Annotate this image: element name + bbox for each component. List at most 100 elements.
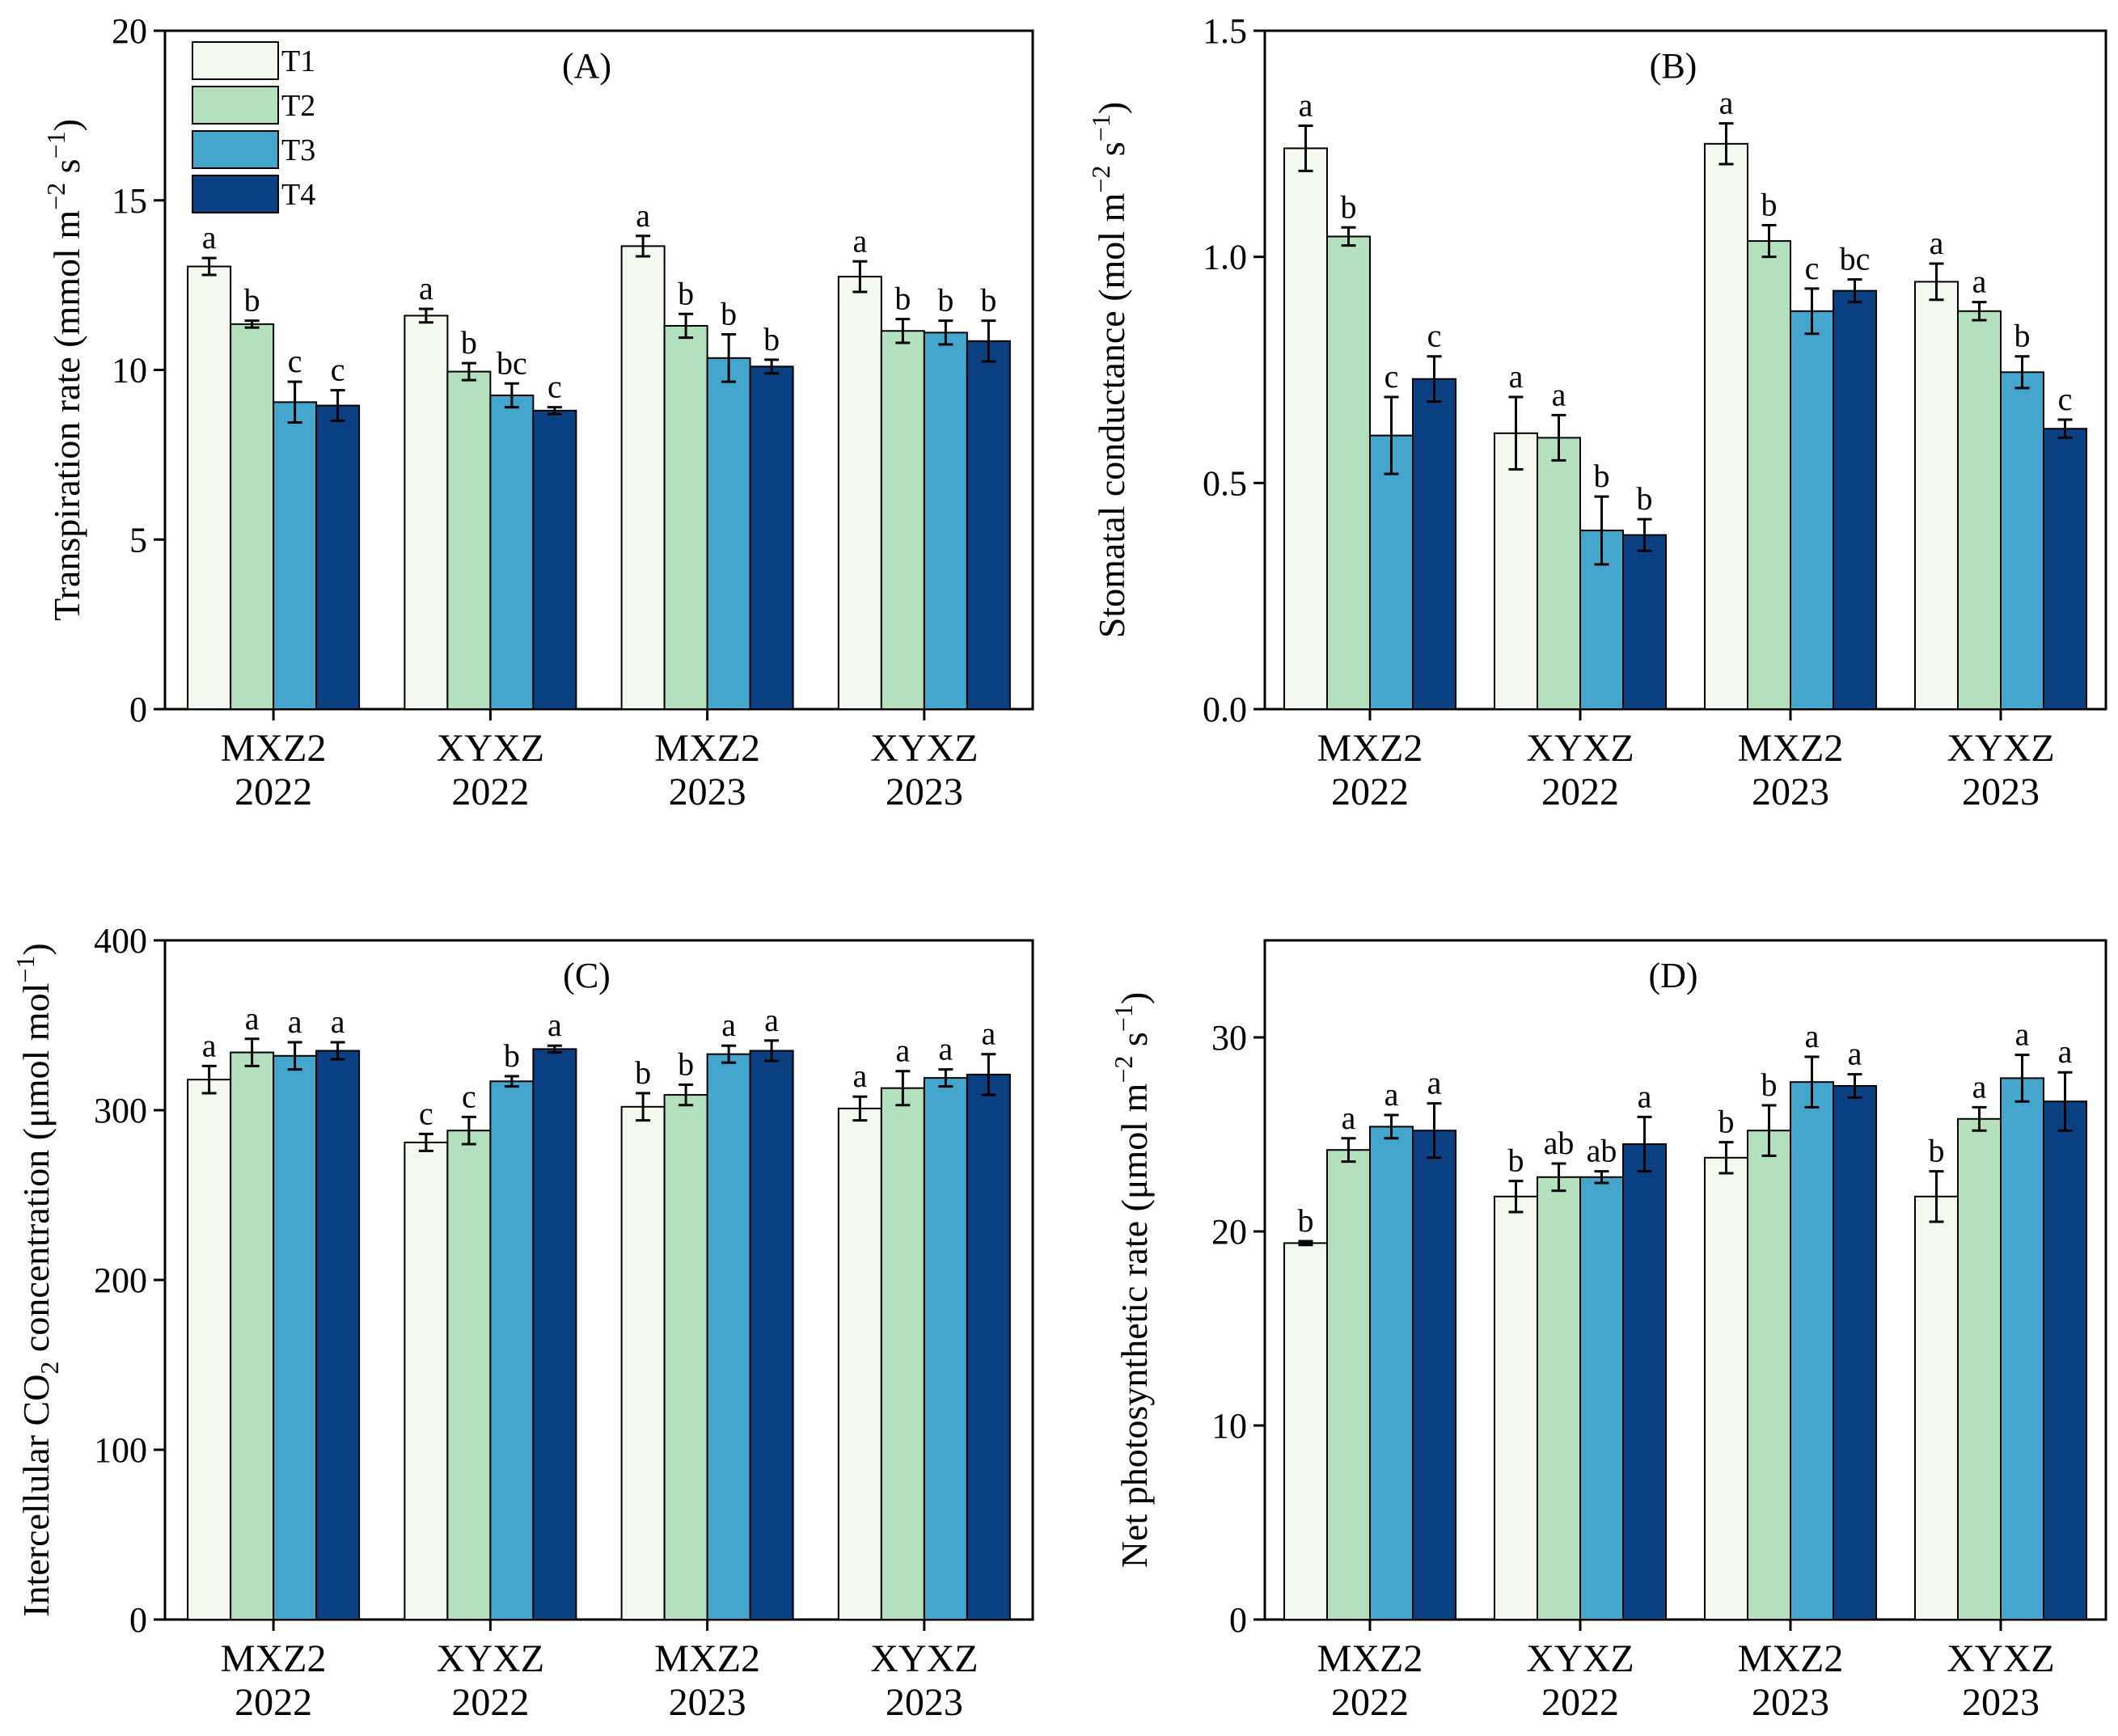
x-category-year-a: 2022 <box>235 771 312 813</box>
significance-letter-d: a <box>1342 1100 1356 1136</box>
y-axis-label-a: Transpiration rate (mmol m−2 s−1) <box>41 119 87 621</box>
significance-letter-a: b <box>244 282 260 319</box>
significance-letter-b: c <box>2058 381 2073 417</box>
bar-a-t4 <box>966 340 1011 710</box>
x-category-label-b: MXZ2 <box>1317 727 1423 770</box>
x-category-year-b: 2022 <box>1331 771 1409 813</box>
panel-b: 0.00.51.01.5MXZ22022XYXZ2022MXZ22023XYXZ… <box>1086 11 2107 813</box>
y-tick-label-d: 30 <box>1211 1018 1247 1058</box>
significance-letter-c: a <box>331 1003 345 1040</box>
bar-a-t3 <box>706 357 751 710</box>
bar-d-t3 <box>2000 1077 2044 1620</box>
y-label-text: ) <box>1114 992 1155 1004</box>
y-label-text: Stomatal conductance (mol m <box>1091 192 1132 638</box>
bar-d-t3 <box>1369 1126 1414 1620</box>
bar-d-t2 <box>1957 1117 2002 1621</box>
bar-c-t4 <box>966 1073 1011 1620</box>
bar-d-t2 <box>1537 1176 1581 1621</box>
bar-b-t3 <box>1369 434 1414 710</box>
legend-label-t1: T1 <box>281 44 315 78</box>
significance-letter-a: b <box>894 281 911 317</box>
y-label-text: ) <box>15 943 57 955</box>
bar-b-t4 <box>1412 378 1456 710</box>
bar-a-t4 <box>749 365 794 710</box>
x-category-label-d: MXZ2 <box>1317 1637 1423 1680</box>
y-label-superscript: −1 <box>1109 1004 1138 1032</box>
significance-letter-b: a <box>1719 85 1734 121</box>
bar-d-t1 <box>1914 1195 1959 1621</box>
significance-letter-b: a <box>1552 376 1566 412</box>
bar-b-t2 <box>1957 310 2002 710</box>
bar-c-t1 <box>187 1079 232 1620</box>
y-axis-label-b: Stomatal conductance (mol m−2 s−1) <box>1086 102 1132 638</box>
x-category-label-d: XYXZ <box>1526 1637 1634 1680</box>
y-tick-label-b: 1.0 <box>1203 238 1247 277</box>
significance-letter-b: a <box>1930 225 1944 261</box>
significance-letter-a: c <box>547 369 562 405</box>
y-label-text: Intercellular CO <box>15 1375 57 1617</box>
y-label-text: s <box>1091 141 1132 165</box>
bar-d-t2 <box>1747 1130 1791 1620</box>
bar-c-t2 <box>446 1130 492 1620</box>
y-tick-label-d: 0 <box>1229 1600 1247 1640</box>
y-tick-label-b: 1.5 <box>1203 11 1247 51</box>
significance-letter-c: a <box>288 1003 302 1040</box>
significance-letter-d: a <box>2015 1016 2030 1053</box>
x-category-year-c: 2023 <box>886 1681 963 1724</box>
significance-letter-b: bc <box>1840 241 1871 277</box>
y-tick-label-a: 10 <box>112 351 147 391</box>
significance-letter-d: b <box>1508 1143 1524 1179</box>
significance-letter-c: c <box>419 1095 433 1131</box>
significance-letter-a: b <box>937 282 953 319</box>
significance-letter-b: a <box>1509 358 1524 395</box>
y-tick-label-c: 0 <box>129 1600 147 1640</box>
y-tick-label-a: 15 <box>112 181 147 221</box>
x-category-label-a: MXZ2 <box>221 727 327 770</box>
bar-c-t2 <box>230 1051 275 1620</box>
significance-letter-c: a <box>852 1058 867 1094</box>
bar-d-t4 <box>1412 1130 1456 1620</box>
x-category-year-a: 2023 <box>669 771 746 813</box>
y-label-superscript: −2 <box>1086 166 1115 193</box>
significance-letter-c: c <box>462 1078 476 1114</box>
bar-c-t4 <box>749 1050 794 1620</box>
x-category-label-c: XYXZ <box>870 1637 978 1680</box>
bar-b-t2 <box>1747 240 1791 710</box>
bar-c-t4 <box>532 1048 577 1620</box>
bar-d-t2 <box>1326 1149 1371 1620</box>
bar-d-t1 <box>1283 1242 1328 1621</box>
legend-label-t2: T2 <box>281 89 315 123</box>
bar-b-t2 <box>1537 437 1581 711</box>
significance-letter-b: c <box>1427 318 1442 354</box>
x-category-label-d: XYXZ <box>1947 1637 2054 1680</box>
y-label-text: ) <box>1091 102 1132 114</box>
significance-letter-b: b <box>1594 458 1610 494</box>
plot-frame-d <box>1263 939 2107 1621</box>
significance-letter-a: bc <box>497 344 527 381</box>
y-label-superscript: −1 <box>1086 114 1115 141</box>
y-tick-label-b: 0.5 <box>1203 463 1247 503</box>
significance-letter-d: a <box>1427 1065 1442 1101</box>
significance-letter-c: b <box>635 1054 651 1091</box>
significance-letter-a: a <box>419 270 433 306</box>
bar-c-t3 <box>273 1054 318 1621</box>
x-category-year-d: 2022 <box>1541 1681 1619 1724</box>
y-tick-label-d: 20 <box>1211 1212 1247 1252</box>
significance-letter-a: a <box>202 219 217 256</box>
x-category-year-d: 2022 <box>1331 1681 1409 1724</box>
bar-c-t4 <box>315 1050 361 1620</box>
significance-letter-b: c <box>1805 250 1820 286</box>
bar-b-t1 <box>1704 142 1748 711</box>
legend-swatch-t2 <box>192 86 279 125</box>
significance-letter-d: a <box>1805 1018 1820 1054</box>
x-category-year-d: 2023 <box>1962 1681 2040 1724</box>
y-tick-label-a: 20 <box>112 11 147 51</box>
bar-b-t4 <box>1833 289 1877 711</box>
significance-letter-a: a <box>852 222 867 259</box>
bar-d-t4 <box>1622 1143 1667 1620</box>
panel-a: 05101520MXZ22022XYXZ2022MXZ22023XYXZ2023… <box>41 11 1034 813</box>
y-tick-label-c: 100 <box>94 1430 147 1470</box>
legend-label-t3: T3 <box>281 133 315 167</box>
bar-a-t2 <box>230 323 275 710</box>
